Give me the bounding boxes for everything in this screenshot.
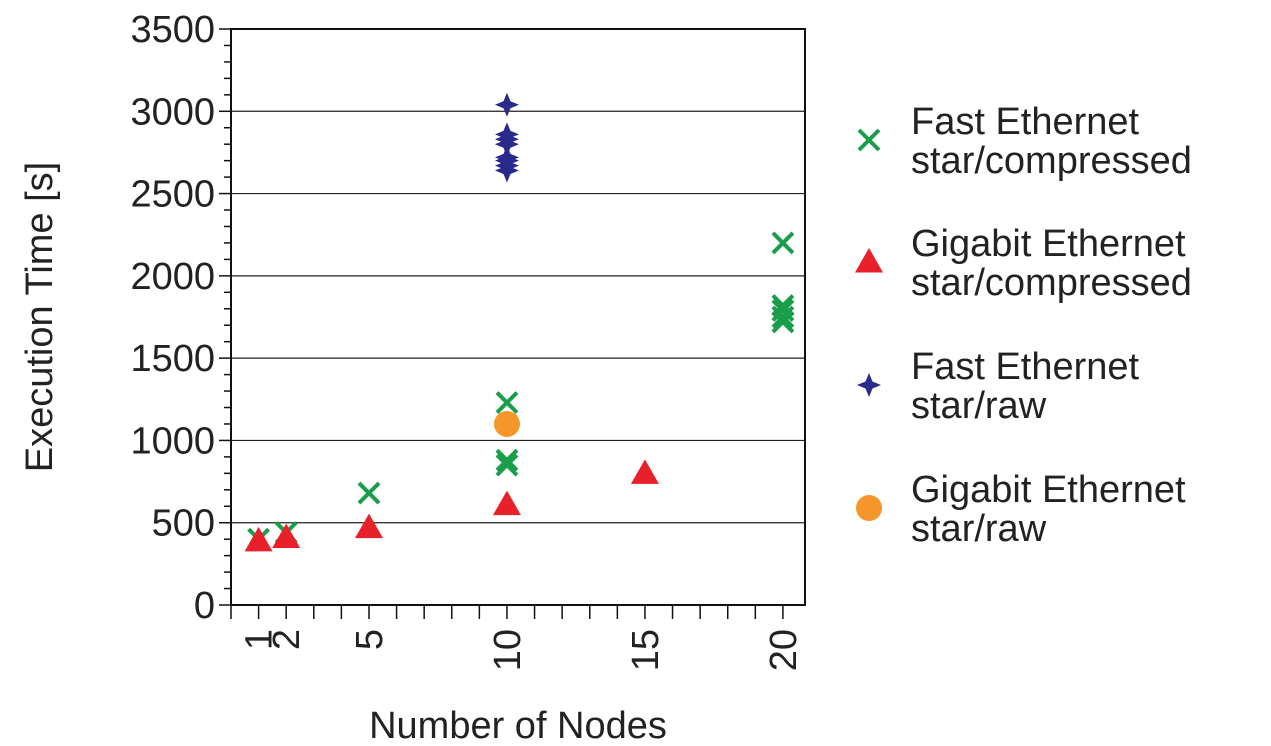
data-point-series-1 (771, 231, 795, 255)
y-axis-title: Execution Time [s] (19, 162, 61, 472)
grid-lines (231, 110, 805, 524)
y-tick-label: 3500 (130, 9, 215, 51)
data-point-series-2 (492, 490, 521, 516)
y-tick-label: 3000 (130, 91, 215, 133)
data-point-series-3 (494, 145, 519, 170)
y-tick-label: 0 (194, 585, 215, 627)
y-tick-label: 2500 (130, 174, 215, 216)
data-point-series-2 (244, 526, 273, 552)
data-point-series-1 (357, 481, 381, 505)
y-tick-label: 500 (152, 503, 215, 545)
x-tick-label: 20 (763, 629, 805, 671)
legend-label-1: Fast Ethernet (911, 101, 1140, 143)
data-point-series-1 (495, 453, 519, 477)
tick-labels: 0 500 1000 1500 2000 2500 3000 3500 12 5 10 15 20 (130, 9, 804, 671)
legend-label-2: Gigabit Ethernet (911, 223, 1186, 265)
data-point-series-1 (495, 391, 519, 414)
legend-marker-3 (857, 373, 881, 397)
data-point-series-3 (494, 122, 519, 147)
data-point-series-2 (354, 513, 383, 539)
legend-label-4: star/raw (911, 508, 1047, 550)
x-tick-label: 5 (349, 629, 391, 650)
data-point-series-3 (494, 92, 519, 117)
axis-ticks (219, 28, 784, 619)
x-tick-label: 1 (239, 629, 281, 650)
data-point-series-2 (272, 523, 301, 549)
y-tick-label: 2000 (130, 256, 215, 298)
legend-marker-1 (857, 128, 881, 152)
legend-marker-2 (855, 248, 883, 273)
data-point-series-4 (493, 410, 520, 437)
y-tick-label: 1000 (130, 420, 215, 462)
x-tick-label: 15 (625, 629, 667, 671)
data-point-series-1 (771, 294, 795, 317)
x-tick-label: 2 (266, 629, 308, 650)
legend-label-1: star/compressed (911, 140, 1192, 182)
data-point-series-1 (771, 299, 795, 322)
legend-label-2: star/compressed (911, 262, 1192, 304)
legend-label-3: Fast Ethernet (911, 346, 1140, 388)
data-point-series-2 (630, 459, 659, 484)
legend-label-4: Gigabit Ethernet (911, 469, 1186, 511)
plot-frame (230, 28, 806, 606)
x-axis-title: Number of Nodes (369, 705, 667, 746)
data-points (244, 92, 795, 552)
y-tick-label: 1500 (130, 338, 215, 380)
legend-label-3: star/raw (911, 385, 1047, 427)
data-point-series-1 (495, 448, 519, 472)
legend-marker-4 (856, 495, 882, 521)
x-tick-label: 10 (487, 629, 529, 671)
